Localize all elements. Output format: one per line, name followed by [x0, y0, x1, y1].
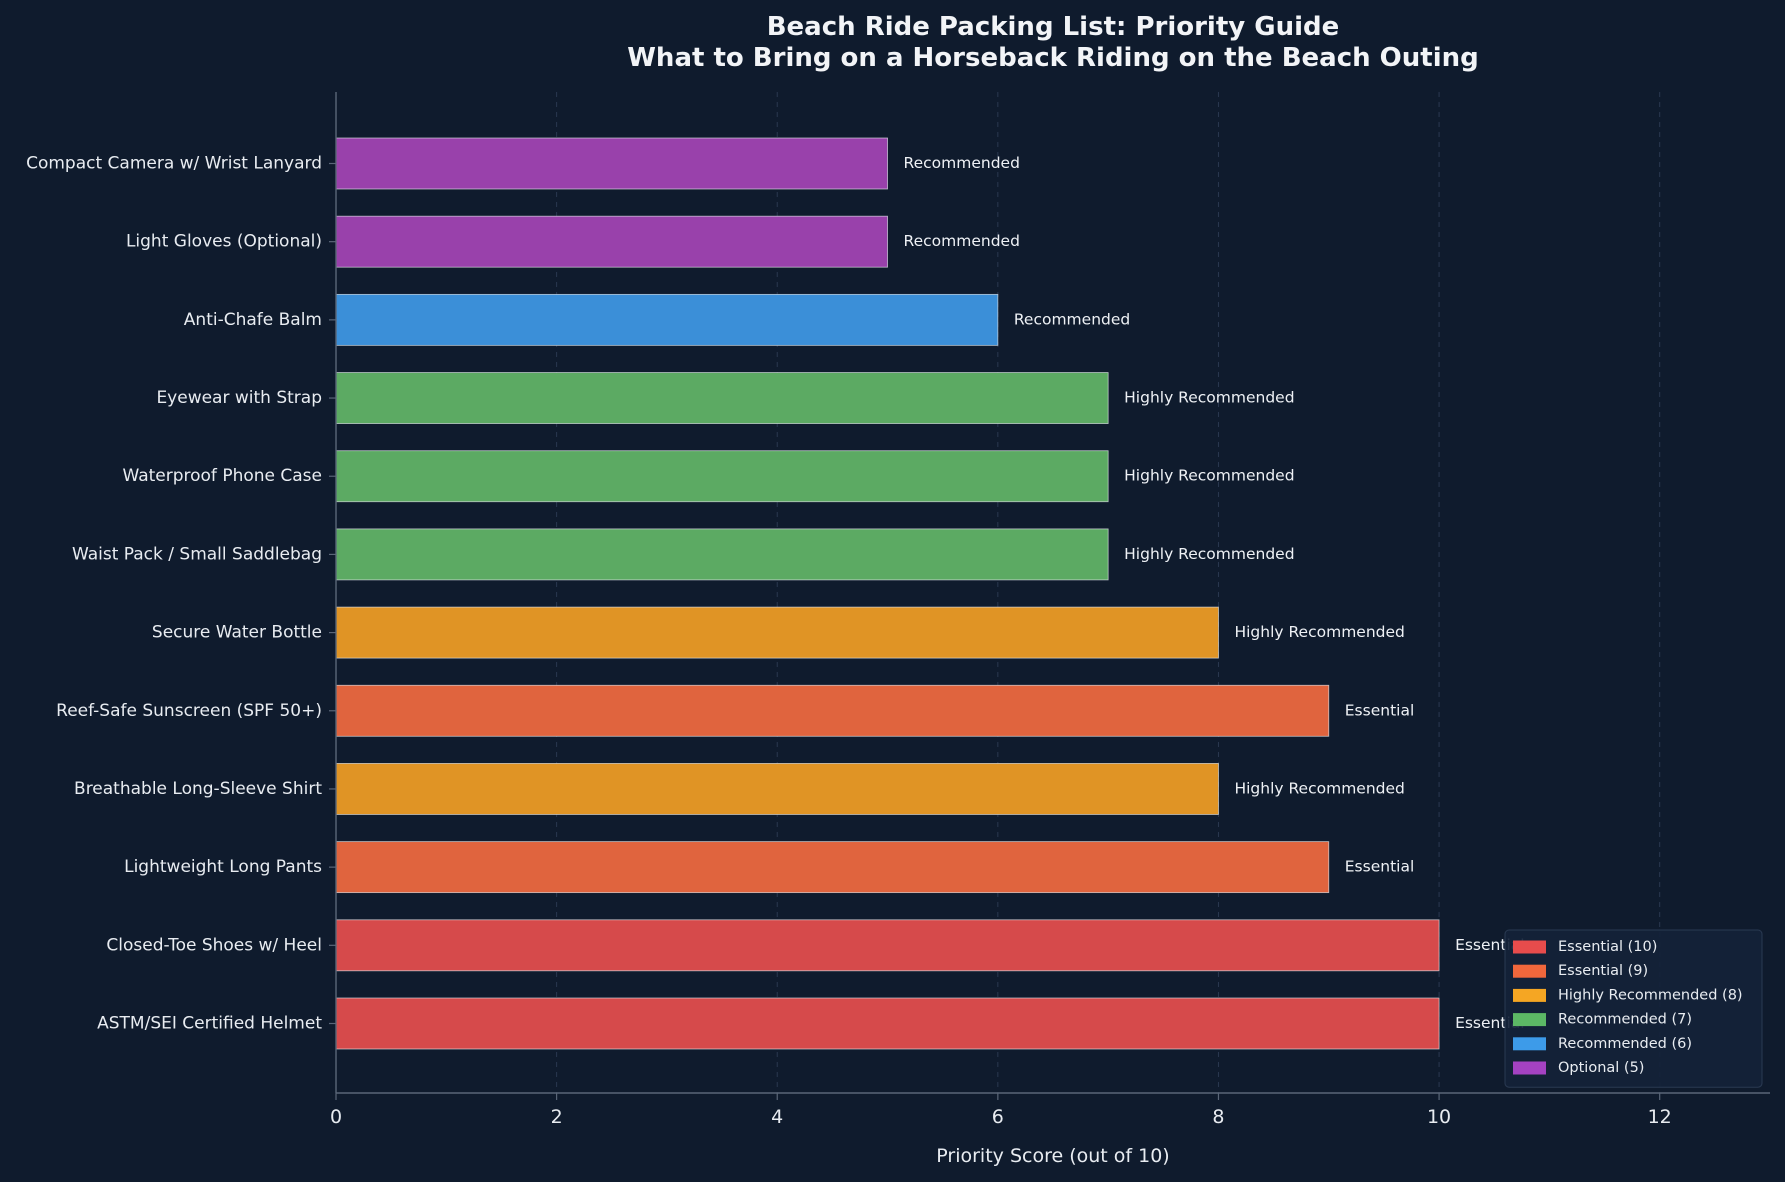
bar-value-label-0: Recommended — [904, 154, 1020, 172]
bar-value-label-1: Recommended — [904, 232, 1020, 250]
category-label-3: Eyewear with Strap — [156, 388, 322, 408]
category-label-7: Reef-Safe Sunscreen (SPF 50+) — [56, 701, 322, 721]
bar-value-label-9: Essential — [1345, 858, 1415, 876]
bar-4 — [335, 450, 1109, 503]
bar-value-label-4: Highly Recommended — [1124, 467, 1294, 485]
category-label-10: Closed-Toe Shoes w/ Heel — [106, 935, 322, 955]
category-label-4: Waterproof Phone Case — [122, 466, 322, 486]
legend-label-3: Recommended (7) — [1558, 1012, 1692, 1028]
legend: Essential (10) Essential (9) Highly Recomm… — [1504, 929, 1763, 1088]
category-label-0: Compact Camera w/ Wrist Lanyard — [26, 154, 322, 174]
legend-swatch-3 — [1513, 1013, 1546, 1027]
legend-label-0: Essential (10) — [1558, 939, 1657, 955]
bar-value-label-6: Highly Recommended — [1234, 623, 1404, 641]
bar-7 — [335, 684, 1330, 737]
category-label-1: Light Gloves (Optional) — [126, 232, 322, 252]
legend-label-5: Optional (5) — [1558, 1060, 1644, 1076]
legend-swatch-2 — [1513, 988, 1546, 1002]
bar-value-label-8: Highly Recommended — [1234, 779, 1404, 797]
chart-title-line-1: Beach Ride Packing List: Priority Guide — [767, 12, 1340, 42]
bar-10 — [335, 919, 1440, 972]
bar-5 — [335, 528, 1109, 581]
x-tick-label-8: 8 — [1212, 1106, 1224, 1128]
x-axis-title: Priority Score (out of 10) — [936, 1145, 1169, 1167]
chart-title-line-2: What to Bring on a Horseback Riding on t… — [627, 43, 1479, 73]
bars: Recommended Recommended Recommended Highly … — [335, 137, 1525, 1050]
axes: Compact Camera w/ Wrist Lanyard Light Glo… — [26, 92, 1770, 1128]
category-label-8: Breathable Long-Sleeve Shirt — [74, 779, 322, 799]
legend-swatch-4 — [1513, 1037, 1546, 1051]
legend-box — [1504, 929, 1763, 1088]
x-tick-label-0: 0 — [330, 1106, 342, 1128]
legend-label-2: Highly Recommended (8) — [1558, 987, 1743, 1003]
x-tick-label-2: 2 — [551, 1106, 563, 1128]
bar-value-label-2: Recommended — [1014, 310, 1130, 328]
bar-0 — [335, 137, 888, 190]
legend-swatch-0 — [1513, 940, 1546, 954]
category-label-5: Waist Pack / Small Saddlebag — [72, 544, 322, 564]
legend-swatch-1 — [1513, 964, 1546, 978]
bar-1 — [335, 215, 888, 268]
x-tick-label-6: 6 — [992, 1106, 1004, 1128]
category-label-9: Lightweight Long Pants — [124, 857, 322, 877]
legend-swatch-5 — [1513, 1061, 1546, 1075]
x-tick-label-10: 10 — [1427, 1106, 1451, 1128]
category-label-6: Secure Water Bottle — [152, 623, 322, 643]
x-tick-label-4: 4 — [771, 1106, 783, 1128]
bar-value-label-3: Highly Recommended — [1124, 389, 1294, 407]
legend-label-4: Recommended (6) — [1558, 1036, 1692, 1052]
bar-3 — [335, 372, 1109, 424]
bar-8 — [335, 763, 1219, 815]
x-tick-label-12: 12 — [1648, 1106, 1672, 1128]
legend-label-1: Essential (9) — [1558, 963, 1648, 979]
category-label-2: Anti-Chafe Balm — [184, 310, 322, 330]
bar-11 — [335, 997, 1440, 1050]
bar-value-label-7: Essential — [1345, 701, 1415, 719]
bar-2 — [335, 293, 999, 346]
bar-9 — [335, 841, 1330, 894]
bar-6 — [335, 606, 1219, 659]
bar-value-label-5: Highly Recommended — [1124, 545, 1294, 563]
category-label-11: ASTM/SEI Certified Helmet — [97, 1014, 322, 1034]
